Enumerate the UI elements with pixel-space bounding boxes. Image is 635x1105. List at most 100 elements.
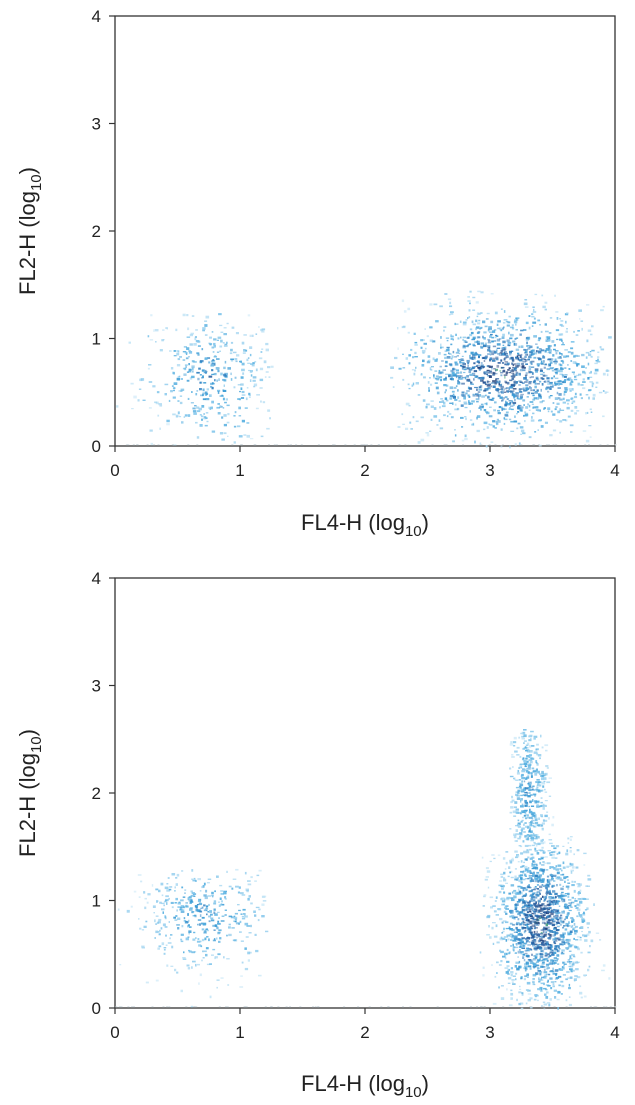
event-point [573, 889, 576, 893]
event-point [566, 948, 569, 950]
event-point [576, 363, 580, 366]
event-point [563, 390, 567, 393]
event-point [532, 918, 536, 921]
event-point [486, 312, 490, 315]
event-point [529, 857, 533, 860]
event-point [402, 367, 406, 369]
event-point [558, 984, 561, 987]
event-point [476, 388, 478, 391]
event-point [554, 902, 557, 905]
event-point [445, 399, 449, 402]
event-point [450, 369, 453, 373]
event-point [566, 905, 569, 908]
event-point [412, 382, 415, 386]
event-point [513, 916, 518, 918]
event-point [545, 923, 548, 926]
event-point [560, 993, 563, 995]
event-point [182, 896, 186, 898]
event-point [188, 898, 193, 902]
event-point [548, 363, 551, 365]
event-point [205, 372, 207, 374]
event-point [547, 383, 550, 385]
event-point [520, 1007, 524, 1010]
event-point [552, 962, 556, 965]
event-point [173, 916, 176, 919]
event-point [436, 1006, 439, 1008]
event-point [550, 945, 553, 948]
event-point [550, 909, 552, 912]
event-point [478, 368, 481, 371]
event-point [562, 845, 565, 847]
event-point [460, 336, 462, 339]
event-point [552, 429, 557, 432]
event-point [492, 373, 495, 376]
event-point [503, 927, 505, 930]
event-point [522, 369, 526, 372]
event-point [189, 901, 194, 903]
event-point [201, 959, 203, 962]
event-point [525, 406, 529, 409]
event-point [163, 904, 165, 907]
event-point [537, 783, 540, 785]
event-point [188, 930, 192, 933]
event-point [233, 915, 236, 918]
event-point [426, 335, 429, 338]
event-point [166, 1006, 169, 1008]
event-point [394, 356, 398, 360]
event-point [461, 377, 464, 380]
event-point [594, 362, 598, 365]
event-point [573, 945, 577, 948]
event-point [560, 897, 564, 900]
event-point [524, 411, 527, 413]
event-point [477, 360, 480, 363]
event-point [187, 356, 190, 358]
event-point [533, 935, 536, 938]
event-point [571, 402, 574, 404]
event-point [512, 340, 516, 343]
event-point [522, 920, 525, 923]
event-point [561, 374, 565, 376]
event-point [185, 365, 187, 368]
event-point [553, 915, 556, 917]
event-point [520, 921, 524, 925]
event-point [524, 809, 528, 812]
event-point [572, 361, 577, 364]
event-point [229, 352, 233, 355]
event-point [496, 961, 499, 964]
event-point [503, 418, 508, 421]
event-point [470, 351, 474, 355]
event-point [248, 932, 252, 934]
event-point [524, 794, 526, 797]
event-point [569, 390, 572, 392]
event-point [219, 937, 222, 940]
event-point [578, 898, 582, 901]
event-point [548, 349, 552, 352]
event-point [479, 327, 482, 330]
event-point [504, 361, 508, 363]
event-point [240, 975, 243, 977]
event-point [554, 933, 556, 936]
event-point [536, 800, 540, 803]
event-point [515, 791, 520, 793]
event-point [565, 939, 570, 942]
event-point [429, 339, 434, 342]
event-point [469, 373, 474, 376]
event-point [476, 429, 480, 433]
event-point [530, 389, 533, 392]
event-point [540, 801, 543, 804]
event-point [535, 844, 538, 847]
event-point [472, 422, 475, 426]
event-point [502, 389, 505, 391]
event-point [481, 376, 485, 380]
event-point [486, 436, 490, 439]
event-point [539, 396, 542, 399]
event-point [516, 878, 519, 881]
event-point [228, 926, 231, 929]
event-point [502, 407, 505, 411]
event-point [557, 975, 562, 978]
event-point [540, 897, 542, 901]
event-point [515, 392, 519, 395]
event-point [210, 360, 214, 363]
event-point [494, 382, 497, 385]
